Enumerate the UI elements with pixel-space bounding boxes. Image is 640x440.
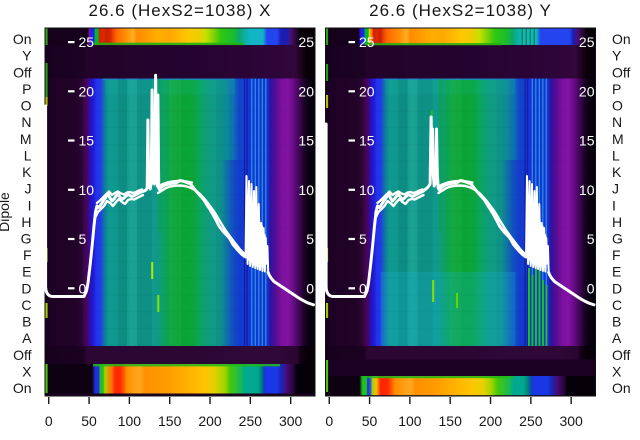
svg-text:M: M [20,131,32,147]
svg-text:G: G [21,231,32,247]
svg-text:0: 0 [587,280,595,296]
svg-text:L: L [612,147,620,163]
svg-text:O: O [21,98,32,114]
svg-text:On: On [13,380,32,396]
svg-text:250: 250 [239,413,263,429]
svg-text:L: L [24,147,32,163]
svg-text:I: I [28,197,32,213]
svg-text:25: 25 [359,34,375,50]
svg-text:N: N [21,114,31,130]
svg-text:A: A [612,330,622,346]
svg-text:On: On [612,31,631,47]
svg-text:300: 300 [279,413,303,429]
svg-text:5: 5 [359,231,367,247]
svg-text:O: O [612,98,623,114]
svg-text:150: 150 [158,413,182,429]
svg-text:0: 0 [79,280,87,296]
svg-text:10: 10 [579,182,595,198]
svg-text:On: On [612,380,631,396]
svg-text:200: 200 [198,413,222,429]
svg-text:C: C [21,297,31,313]
svg-text:F: F [23,247,32,263]
svg-text:J: J [25,181,32,197]
svg-text:D: D [21,280,31,296]
svg-text:G: G [612,231,623,247]
svg-text:20: 20 [579,83,595,99]
svg-text:15: 15 [79,133,95,149]
svg-text:5: 5 [587,231,595,247]
svg-text:I: I [612,197,616,213]
svg-text:5: 5 [79,231,87,247]
svg-text:25: 25 [579,34,595,50]
svg-text:0: 0 [45,413,53,429]
svg-text:X: X [612,364,622,380]
svg-text:200: 200 [479,413,503,429]
svg-text:15: 15 [359,133,375,149]
svg-text:15: 15 [298,133,314,149]
svg-text:K: K [612,164,622,180]
svg-text:E: E [612,264,621,280]
svg-text:Y: Y [22,48,32,64]
svg-text:10: 10 [298,182,314,198]
svg-text:26.6 (HexS2=1038) X: 26.6 (HexS2=1038) X [89,1,272,20]
svg-text:Off: Off [13,64,32,80]
svg-text:Off: Off [612,64,631,80]
svg-text:20: 20 [79,83,95,99]
svg-text:25: 25 [298,34,314,50]
svg-text:B: B [22,314,31,330]
svg-text:25: 25 [79,34,95,50]
svg-text:15: 15 [579,133,595,149]
svg-text:50: 50 [362,413,378,429]
svg-text:X: X [22,364,32,380]
svg-text:F: F [612,247,621,263]
svg-text:10: 10 [359,182,375,198]
svg-text:B: B [612,314,621,330]
svg-text:Off: Off [612,347,631,363]
svg-text:26.6 (HexS2=1038) Y: 26.6 (HexS2=1038) Y [369,1,552,20]
svg-text:P: P [22,81,31,97]
svg-text:20: 20 [359,83,375,99]
svg-text:D: D [612,280,622,296]
svg-text:N: N [612,114,622,130]
svg-text:50: 50 [81,413,97,429]
svg-text:On: On [13,31,32,47]
svg-text:0: 0 [359,280,367,296]
svg-text:Dipole: Dipole [0,192,12,232]
svg-text:100: 100 [398,413,422,429]
svg-text:0: 0 [306,280,314,296]
svg-text:10: 10 [79,182,95,198]
svg-text:K: K [22,164,32,180]
svg-text:J: J [612,181,619,197]
svg-text:250: 250 [519,413,543,429]
svg-text:100: 100 [118,413,142,429]
svg-text:20: 20 [298,83,314,99]
svg-text:300: 300 [559,413,583,429]
svg-text:P: P [612,81,621,97]
svg-text:H: H [612,214,622,230]
svg-text:M: M [612,131,624,147]
svg-text:C: C [612,297,622,313]
svg-text:Y: Y [612,48,622,64]
svg-text:H: H [21,214,31,230]
svg-text:E: E [22,264,31,280]
svg-text:0: 0 [325,413,333,429]
svg-text:Off: Off [13,347,32,363]
svg-text:150: 150 [439,413,463,429]
svg-text:5: 5 [306,231,314,247]
svg-text:A: A [22,330,32,346]
